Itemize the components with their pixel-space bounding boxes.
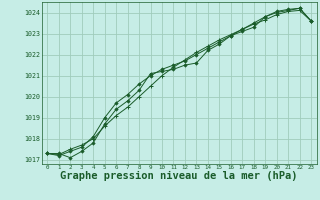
X-axis label: Graphe pression niveau de la mer (hPa): Graphe pression niveau de la mer (hPa): [60, 171, 298, 181]
